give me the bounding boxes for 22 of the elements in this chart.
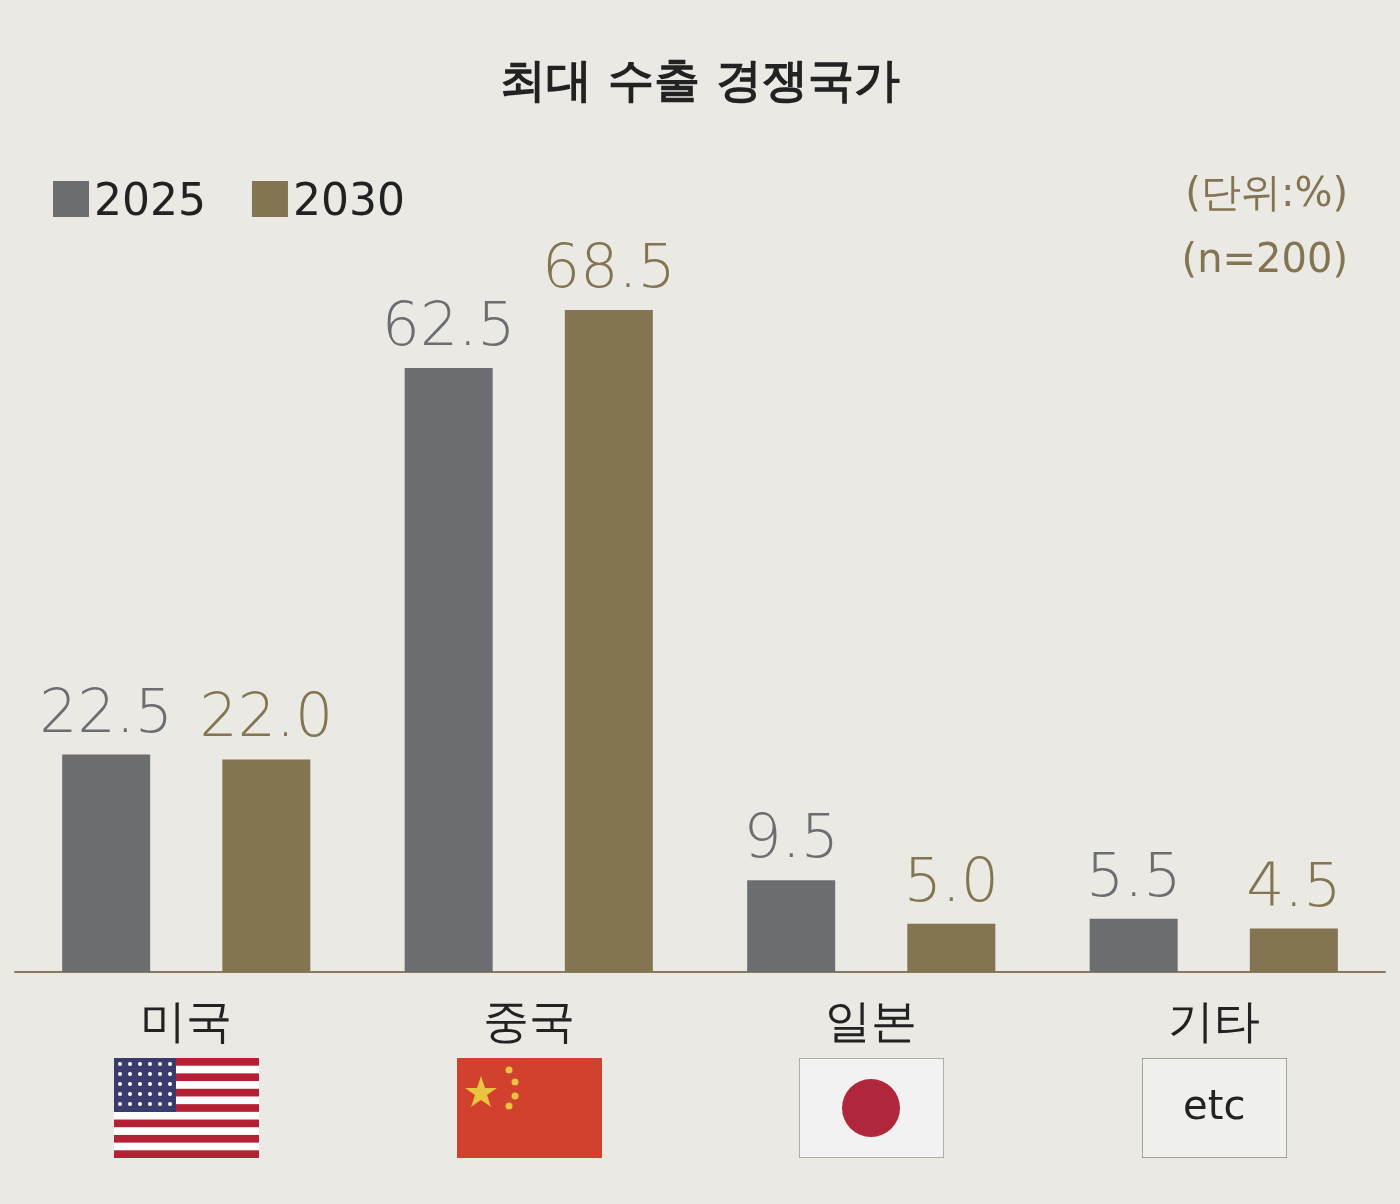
data-label: 4.5 xyxy=(1246,849,1342,920)
data-label: 68.5 xyxy=(542,231,676,301)
bar xyxy=(62,754,151,972)
bar xyxy=(1089,918,1178,972)
text: (단위:%) xyxy=(1185,169,1349,215)
legend-label: 2025 xyxy=(94,173,206,225)
bar xyxy=(747,880,836,972)
chart-title: 최대 수출 경쟁국가 xyxy=(499,53,901,107)
x-tick-label: 기타 xyxy=(1167,994,1260,1048)
bar xyxy=(404,367,493,972)
x-tick-label: 중국 xyxy=(482,994,575,1048)
x-tick-label: 미국 xyxy=(140,994,233,1048)
data-label: 22.5 xyxy=(39,675,173,746)
data-label: 5.5 xyxy=(1085,839,1182,910)
data-label: 5.0 xyxy=(903,844,1000,915)
text: (n=200) xyxy=(1181,235,1349,281)
data-label: 9.5 xyxy=(743,801,839,872)
text: etc xyxy=(1182,1082,1247,1128)
x-tick-label: 일본 xyxy=(825,994,918,1048)
data-label: 62.5 xyxy=(381,288,516,359)
legend-label: 2030 xyxy=(292,173,405,225)
data-label: 22.0 xyxy=(199,680,334,751)
